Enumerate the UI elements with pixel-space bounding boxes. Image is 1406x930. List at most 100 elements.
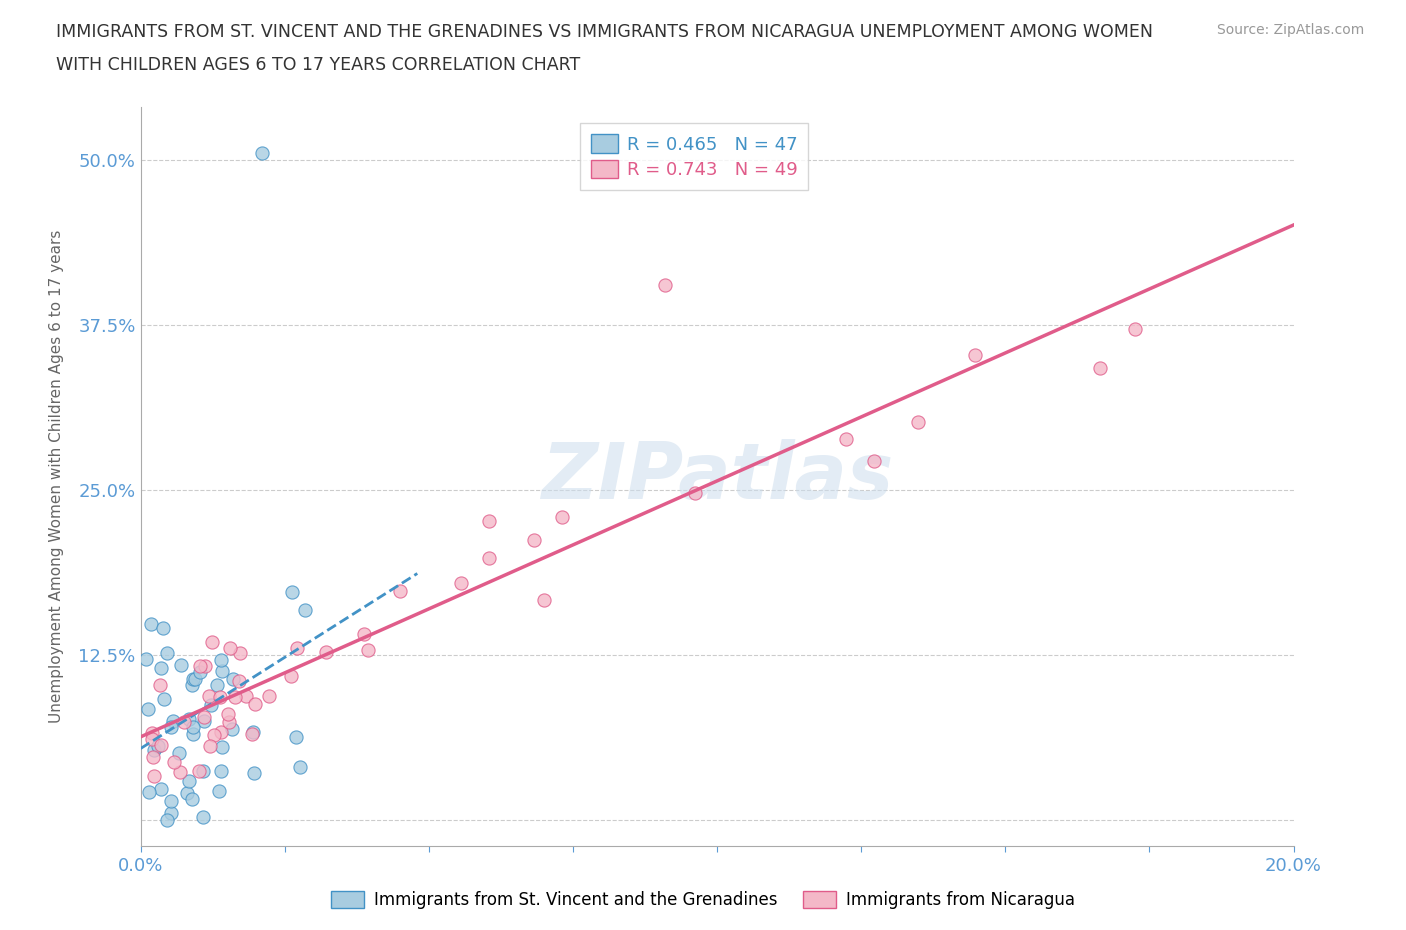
Point <box>156 645 179 660</box>
Point <box>188 658 211 673</box>
Point <box>149 782 172 797</box>
Point <box>200 698 222 712</box>
Point <box>478 551 501 565</box>
Point <box>288 760 311 775</box>
Point <box>138 785 160 800</box>
Point <box>211 740 233 755</box>
Point <box>835 432 858 446</box>
Point <box>243 765 266 780</box>
Point <box>177 712 200 727</box>
Point <box>965 348 987 363</box>
Point <box>194 658 217 673</box>
Point <box>176 785 198 800</box>
Point <box>250 146 273 161</box>
Point <box>193 714 215 729</box>
Point <box>160 806 183 821</box>
Point <box>135 652 157 667</box>
Point <box>170 658 193 672</box>
Point <box>242 724 264 739</box>
Point <box>315 644 337 659</box>
Text: IMMIGRANTS FROM ST. VINCENT AND THE GRENADINES VS IMMIGRANTS FROM NICARAGUA UNEM: IMMIGRANTS FROM ST. VINCENT AND THE GREN… <box>56 23 1153 41</box>
Point <box>533 593 555 608</box>
Y-axis label: Unemployment Among Women with Children Ages 6 to 17 years: Unemployment Among Women with Children A… <box>49 230 65 724</box>
Point <box>202 727 225 742</box>
Point <box>159 793 181 808</box>
Point <box>173 714 195 729</box>
Point <box>181 792 204 807</box>
Point <box>450 576 472 591</box>
Point <box>228 674 250 689</box>
Point <box>167 746 190 761</box>
Point <box>149 677 172 692</box>
Point <box>193 764 215 778</box>
Point <box>162 713 184 728</box>
Point <box>217 707 239 722</box>
Text: Source: ZipAtlas.com: Source: ZipAtlas.com <box>1216 23 1364 37</box>
Point <box>243 697 266 711</box>
Point <box>1123 322 1146 337</box>
Point <box>180 677 202 692</box>
Point <box>188 764 211 778</box>
Point <box>208 783 231 798</box>
Point <box>142 750 165 764</box>
Point <box>156 813 179 828</box>
Point <box>150 737 173 752</box>
Point <box>138 702 160 717</box>
Point <box>907 415 929 430</box>
Point <box>160 719 183 734</box>
Point <box>240 726 263 741</box>
Legend: R = 0.465   N = 47, R = 0.743   N = 49: R = 0.465 N = 47, R = 0.743 N = 49 <box>579 124 808 190</box>
Point <box>209 653 232 668</box>
Point <box>280 669 302 684</box>
Point <box>1090 361 1112 376</box>
Point <box>285 641 308 656</box>
Legend: Immigrants from St. Vincent and the Grenadines, Immigrants from Nicaragua: Immigrants from St. Vincent and the Gren… <box>325 884 1081 915</box>
Point <box>139 617 162 631</box>
Point <box>219 641 242 656</box>
Point <box>143 768 166 783</box>
Point <box>285 729 308 744</box>
Point <box>356 643 378 658</box>
Point <box>198 738 221 753</box>
Point <box>222 672 245 687</box>
Point <box>685 486 707 501</box>
Text: WITH CHILDREN AGES 6 TO 17 YEARS CORRELATION CHART: WITH CHILDREN AGES 6 TO 17 YEARS CORRELA… <box>56 56 581 73</box>
Point <box>150 660 173 675</box>
Point <box>224 690 246 705</box>
Point <box>235 689 257 704</box>
Point <box>152 620 174 635</box>
Point <box>654 278 676 293</box>
Point <box>181 726 204 741</box>
Point <box>863 454 886 469</box>
Point <box>205 678 228 693</box>
Point <box>146 739 169 754</box>
Point <box>221 722 243 737</box>
Point <box>208 690 231 705</box>
Point <box>353 627 375 642</box>
Point <box>523 533 546 548</box>
Point <box>281 584 304 599</box>
Point <box>551 510 574 525</box>
Point <box>181 720 204 735</box>
Point <box>141 725 163 740</box>
Point <box>163 754 186 769</box>
Point <box>197 689 219 704</box>
Point <box>193 710 215 724</box>
Point <box>389 583 412 598</box>
Point <box>181 671 204 686</box>
Point <box>153 691 176 706</box>
Point <box>188 665 211 680</box>
Point <box>209 724 232 739</box>
Point <box>191 810 214 825</box>
Text: ZIPatlas: ZIPatlas <box>541 439 893 514</box>
Point <box>183 671 205 686</box>
Point <box>229 645 252 660</box>
Point <box>209 764 232 778</box>
Point <box>294 603 316 618</box>
Point <box>141 732 163 747</box>
Point <box>257 688 280 703</box>
Point <box>177 774 200 789</box>
Point <box>211 663 233 678</box>
Point <box>478 513 501 528</box>
Point <box>218 715 240 730</box>
